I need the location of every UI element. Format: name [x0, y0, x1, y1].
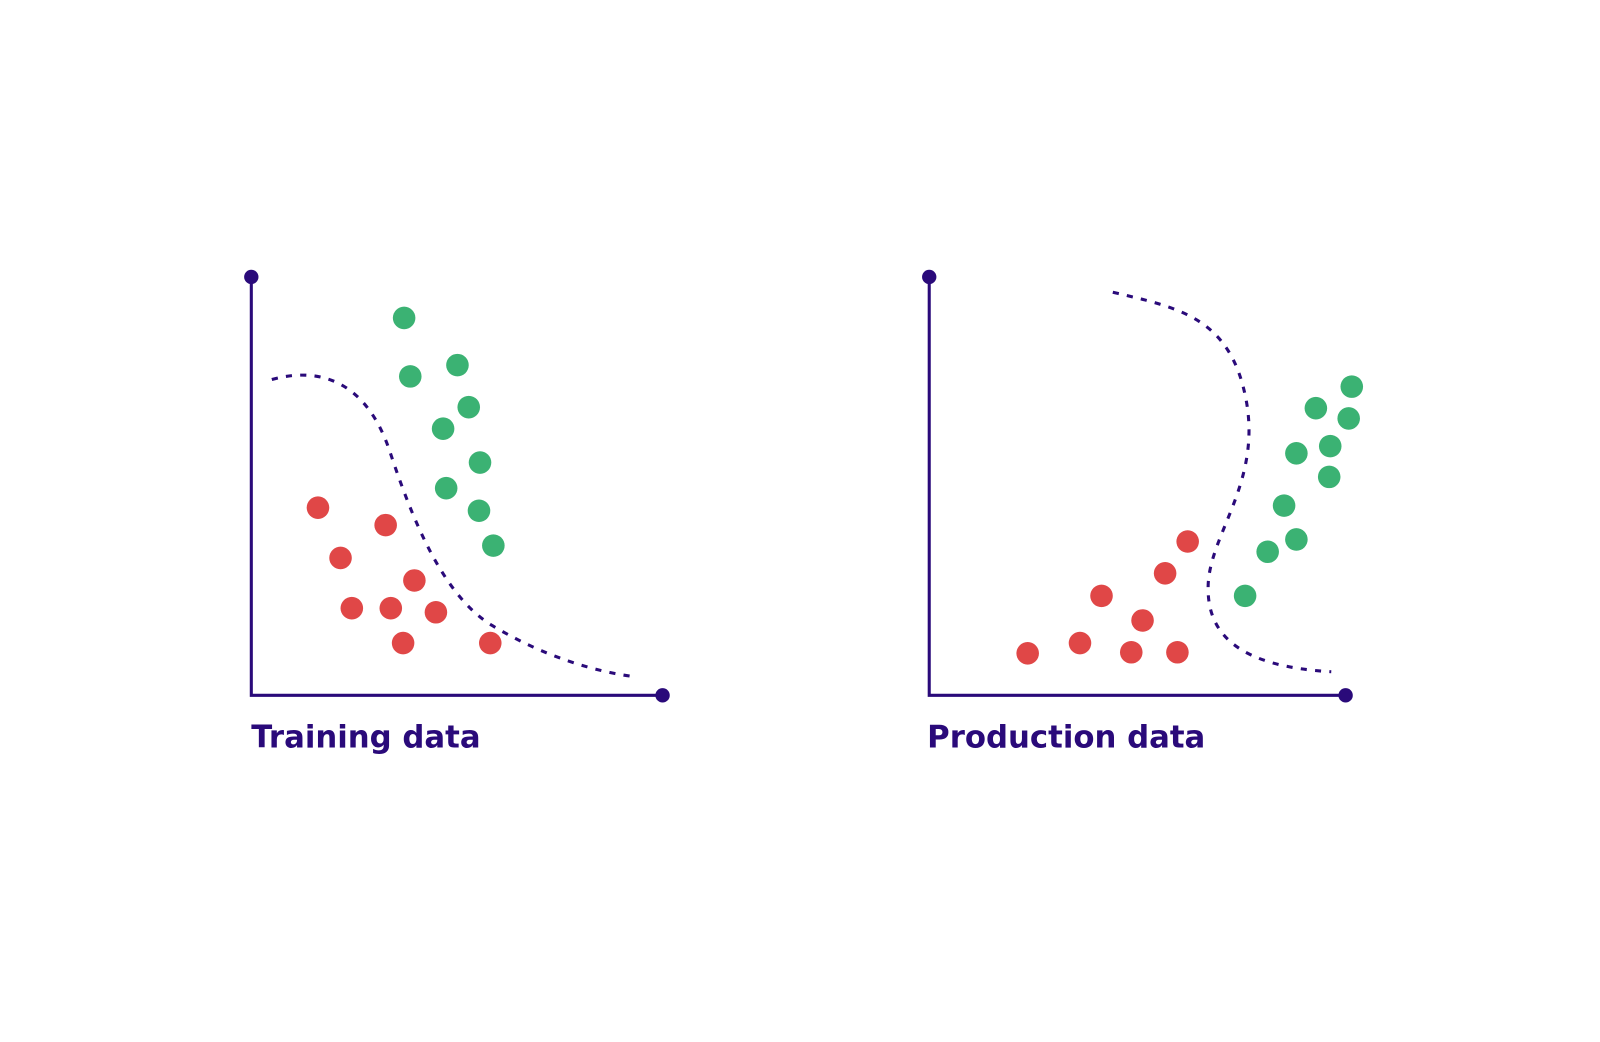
positive-point [398, 365, 422, 388]
negative-point [1131, 609, 1154, 632]
negative-point [424, 600, 448, 624]
axis-end [244, 269, 259, 285]
negative-point [1016, 642, 1039, 665]
negative-point [1166, 640, 1189, 664]
axis-end [1338, 688, 1353, 703]
positive-point [1256, 540, 1279, 564]
panel-title: Production data [927, 720, 1205, 756]
positive-point [1317, 465, 1341, 489]
negative-point [403, 569, 426, 592]
positive-point [392, 306, 416, 330]
axes [249, 276, 663, 697]
panel-title: Training data [251, 720, 480, 756]
negative-point [391, 631, 415, 655]
negative-point [478, 631, 502, 655]
axis-end [655, 688, 670, 703]
negative-point [1068, 631, 1092, 655]
negative-point [379, 596, 403, 620]
positive-point [446, 353, 469, 377]
decision-boundary [1112, 290, 1332, 674]
positive-point [1337, 407, 1360, 430]
positive-point [1285, 528, 1308, 551]
positive-point [434, 476, 458, 500]
training-panel: Training data [244, 269, 670, 756]
axis-end [922, 269, 937, 285]
negative-point [340, 596, 364, 620]
positive-point [431, 417, 455, 440]
positive-point [1304, 396, 1328, 420]
positive-point [467, 499, 491, 523]
positive-point [1272, 494, 1296, 517]
negative-point [329, 546, 352, 570]
axes [927, 276, 1346, 697]
negative-point [306, 496, 330, 519]
production-panel: Production data [922, 269, 1364, 756]
positive-point [1340, 375, 1364, 398]
decision-boundary [271, 373, 637, 679]
positive-point [468, 451, 492, 474]
positive-point [457, 395, 481, 419]
positive-point [1233, 584, 1257, 608]
negative-point [374, 513, 397, 537]
positive-point [482, 534, 505, 557]
positive-point [1318, 434, 1342, 458]
positive-point [1285, 442, 1308, 465]
negative-point [1090, 584, 1113, 608]
negative-point [1119, 640, 1143, 664]
negative-point [1153, 562, 1177, 585]
negative-point [1176, 530, 1199, 553]
